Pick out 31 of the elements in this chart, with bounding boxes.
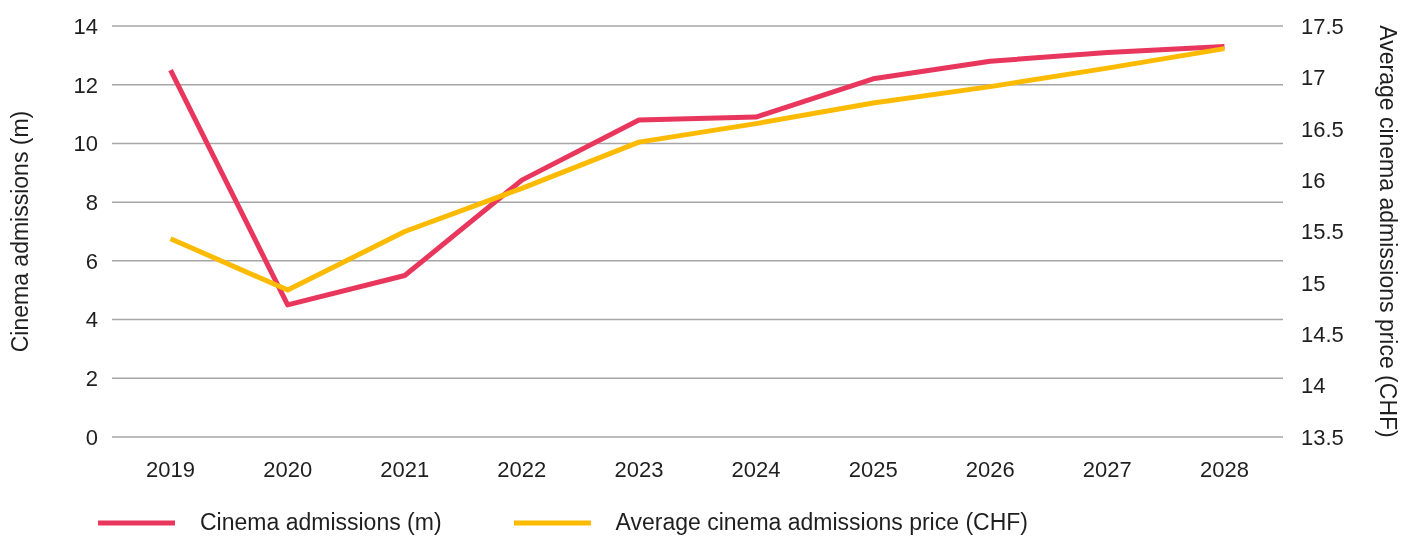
x-tick-label: 2023 (614, 456, 664, 482)
y2-tick-label: 15 (1301, 270, 1326, 296)
x-tick-label: 2020 (263, 456, 313, 482)
y2-tick-label: 16.5 (1301, 116, 1344, 142)
y-tick-label: 4 (85, 307, 98, 333)
legend-label: Cinema admissions (m) (200, 509, 442, 536)
legend-label: Average cinema admissions price (CHF) (615, 509, 1029, 536)
y-tick-label: 14 (73, 13, 98, 39)
y-tick-label: 2 (85, 366, 98, 392)
y2-tick-label: 15.5 (1301, 219, 1344, 245)
x-tick-label: 2022 (497, 456, 547, 482)
y2-tick-label: 14 (1301, 373, 1326, 399)
y-axis-title: Cinema admissions (m) (7, 110, 33, 353)
y2-tick-label: 13.5 (1301, 424, 1344, 450)
x-tick-label: 2027 (1082, 456, 1132, 482)
y2-tick-label: 17 (1301, 65, 1326, 91)
x-tick-label: 2026 (965, 456, 1015, 482)
x-tick-label: 2028 (1199, 456, 1249, 482)
y-tick-label: 12 (73, 72, 98, 98)
y-tick-label: 6 (85, 248, 98, 274)
y-tick-label: 8 (85, 189, 98, 215)
x-tick-label: 2021 (380, 456, 430, 482)
x-tick-label: 2025 (848, 456, 898, 482)
y2-tick-label: 16 (1301, 167, 1326, 193)
x-tick-label: 2019 (146, 456, 196, 482)
y-tick-label: 10 (73, 131, 98, 157)
y-tick-label: 0 (85, 424, 98, 450)
y2-axis-title: Average cinema admissions price (CHF) (1375, 25, 1401, 438)
y2-tick-label: 14.5 (1301, 322, 1344, 348)
x-tick-label: 2024 (731, 456, 781, 482)
y2-tick-label: 17.5 (1301, 13, 1344, 39)
